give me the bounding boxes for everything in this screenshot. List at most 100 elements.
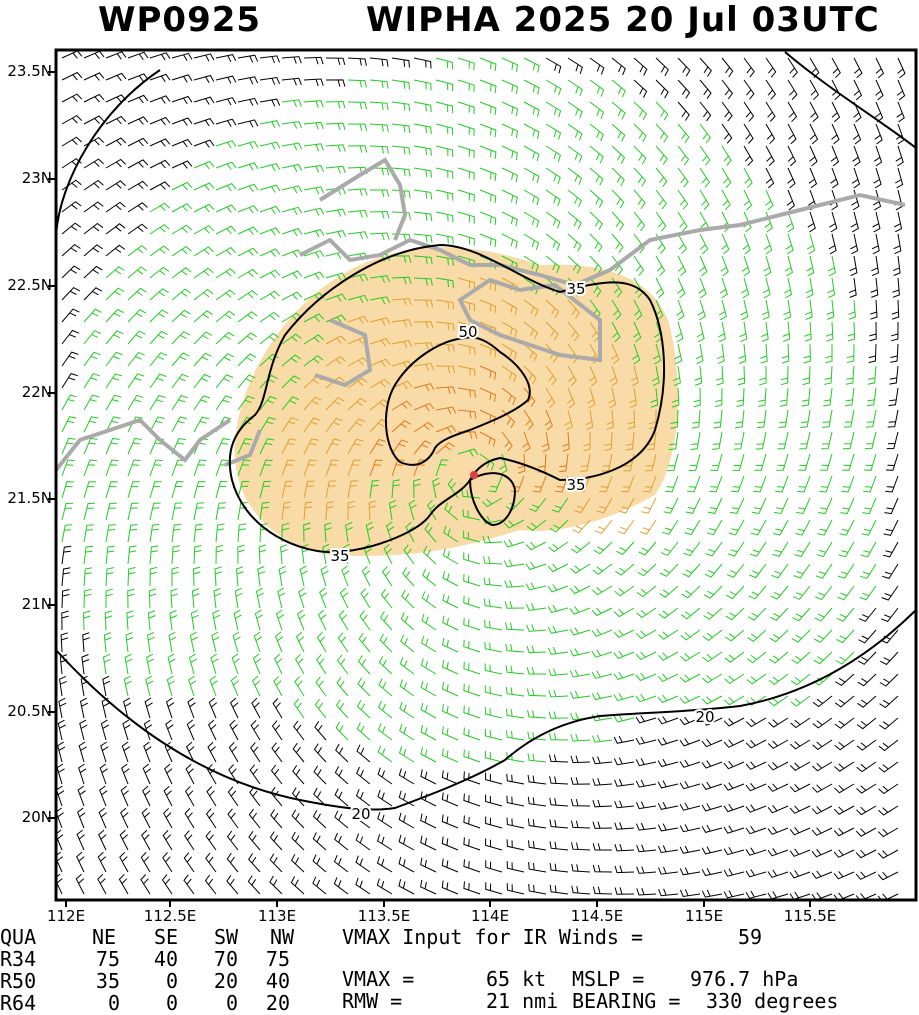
- wind-barb: [188, 653, 198, 675]
- wind-barb: [163, 785, 173, 807]
- wind-barb: [614, 800, 635, 809]
- wind-barb: [506, 817, 525, 829]
- wind-barb: [259, 501, 270, 521]
- wind-barb: [391, 189, 411, 199]
- wind-barb: [193, 288, 214, 301]
- wind-barb: [356, 722, 371, 741]
- wind-barb: [505, 643, 525, 653]
- wind-barb: [413, 478, 421, 499]
- wind-barb: [591, 607, 613, 617]
- wind-barb: [614, 778, 635, 787]
- wind-barb: [639, 519, 657, 535]
- wind-barb: [677, 123, 690, 144]
- wind-barb: [838, 541, 855, 558]
- wind-barb: [347, 79, 367, 88]
- wind-barb: [811, 805, 833, 815]
- wind-barb: [105, 481, 118, 499]
- wind-barb: [281, 354, 301, 367]
- wind-barb: [357, 677, 371, 697]
- wind-barb: [635, 651, 657, 661]
- wind-barb: [523, 189, 540, 206]
- wind-barb: [549, 776, 569, 785]
- wind-barb: [548, 668, 569, 677]
- wind-barb: [56, 807, 64, 829]
- wind-barb: [547, 563, 569, 573]
- wind-barb: [193, 331, 213, 345]
- wind-barb: [767, 761, 789, 771]
- wind-barb: [214, 566, 223, 587]
- wind-barb: [665, 475, 679, 493]
- wind-barb: [207, 741, 217, 763]
- wind-barb: [523, 123, 540, 139]
- wind-barb: [347, 294, 369, 304]
- wind-barb: [295, 631, 305, 653]
- wind-barb: [215, 204, 237, 213]
- wind-barb: [215, 246, 237, 257]
- wind-barb: [615, 563, 635, 576]
- wind-barb: [441, 704, 459, 719]
- wind-barb: [413, 255, 433, 265]
- wind-barb: [633, 211, 646, 232]
- wind-barb: [171, 481, 184, 499]
- wind-barb: [320, 565, 329, 587]
- wind-barb: [391, 339, 413, 348]
- wind-barb: [215, 352, 235, 367]
- wind-barb: [347, 188, 368, 196]
- wind-barb: [383, 543, 393, 565]
- wind-barb: [170, 588, 179, 609]
- wind-barb: [162, 852, 173, 873]
- wind-barb: [333, 855, 349, 873]
- wind-barb: [435, 459, 449, 477]
- wind-barb: [890, 343, 899, 363]
- wind-barb: [399, 679, 415, 697]
- wind-barb: [698, 277, 707, 299]
- wind-barb: [281, 185, 303, 194]
- wind-barb: [527, 796, 547, 807]
- wind-barb: [633, 101, 648, 121]
- wind-barb: [325, 272, 347, 281]
- wind-barb: [856, 717, 877, 730]
- radii-header-se: SE: [154, 925, 179, 949]
- wind-barb: [290, 876, 305, 895]
- wind-barb: [611, 233, 624, 253]
- wind-barb: [523, 299, 539, 317]
- wind-barb: [435, 425, 457, 434]
- wind-barb: [369, 101, 389, 111]
- wind-barb: [567, 189, 582, 208]
- wind-barb: [105, 567, 114, 587]
- wind-barb: [443, 525, 459, 543]
- wind-barb: [681, 585, 701, 599]
- wind-barb: [780, 365, 789, 386]
- wind-barb: [435, 365, 456, 374]
- wind-barb: [592, 563, 613, 575]
- wind-barb: [259, 98, 281, 107]
- wind-barb: [755, 431, 767, 450]
- wind-barb: [207, 719, 217, 741]
- wind-barb: [347, 231, 368, 240]
- wind-barb: [360, 588, 371, 609]
- wind-barb: [105, 266, 125, 279]
- wind-barb: [61, 93, 83, 103]
- contour-inner-loop: [468, 472, 517, 527]
- wind-barb: [206, 786, 217, 807]
- wind-barb: [792, 607, 811, 622]
- wind-barb: [413, 57, 432, 69]
- wind-barb: [545, 387, 556, 409]
- radii-header-qua: QUA: [0, 925, 37, 949]
- wind-barb: [237, 119, 259, 128]
- wind-barb: [743, 189, 753, 211]
- wind-barb: [171, 52, 193, 61]
- wind-barb: [864, 431, 877, 450]
- wind-barb: [334, 766, 349, 785]
- wind-barb: [259, 120, 281, 129]
- wind-barb: [303, 480, 315, 499]
- wind-barb: [633, 189, 646, 209]
- wind-barb: [501, 101, 519, 116]
- wind-barb: [724, 695, 745, 706]
- wind-barb: [215, 118, 237, 127]
- wind-barb: [259, 163, 281, 172]
- wind-barb: [699, 167, 711, 188]
- wind-barb: [701, 738, 723, 748]
- wind-barb: [148, 588, 157, 609]
- wind-barb: [237, 268, 259, 279]
